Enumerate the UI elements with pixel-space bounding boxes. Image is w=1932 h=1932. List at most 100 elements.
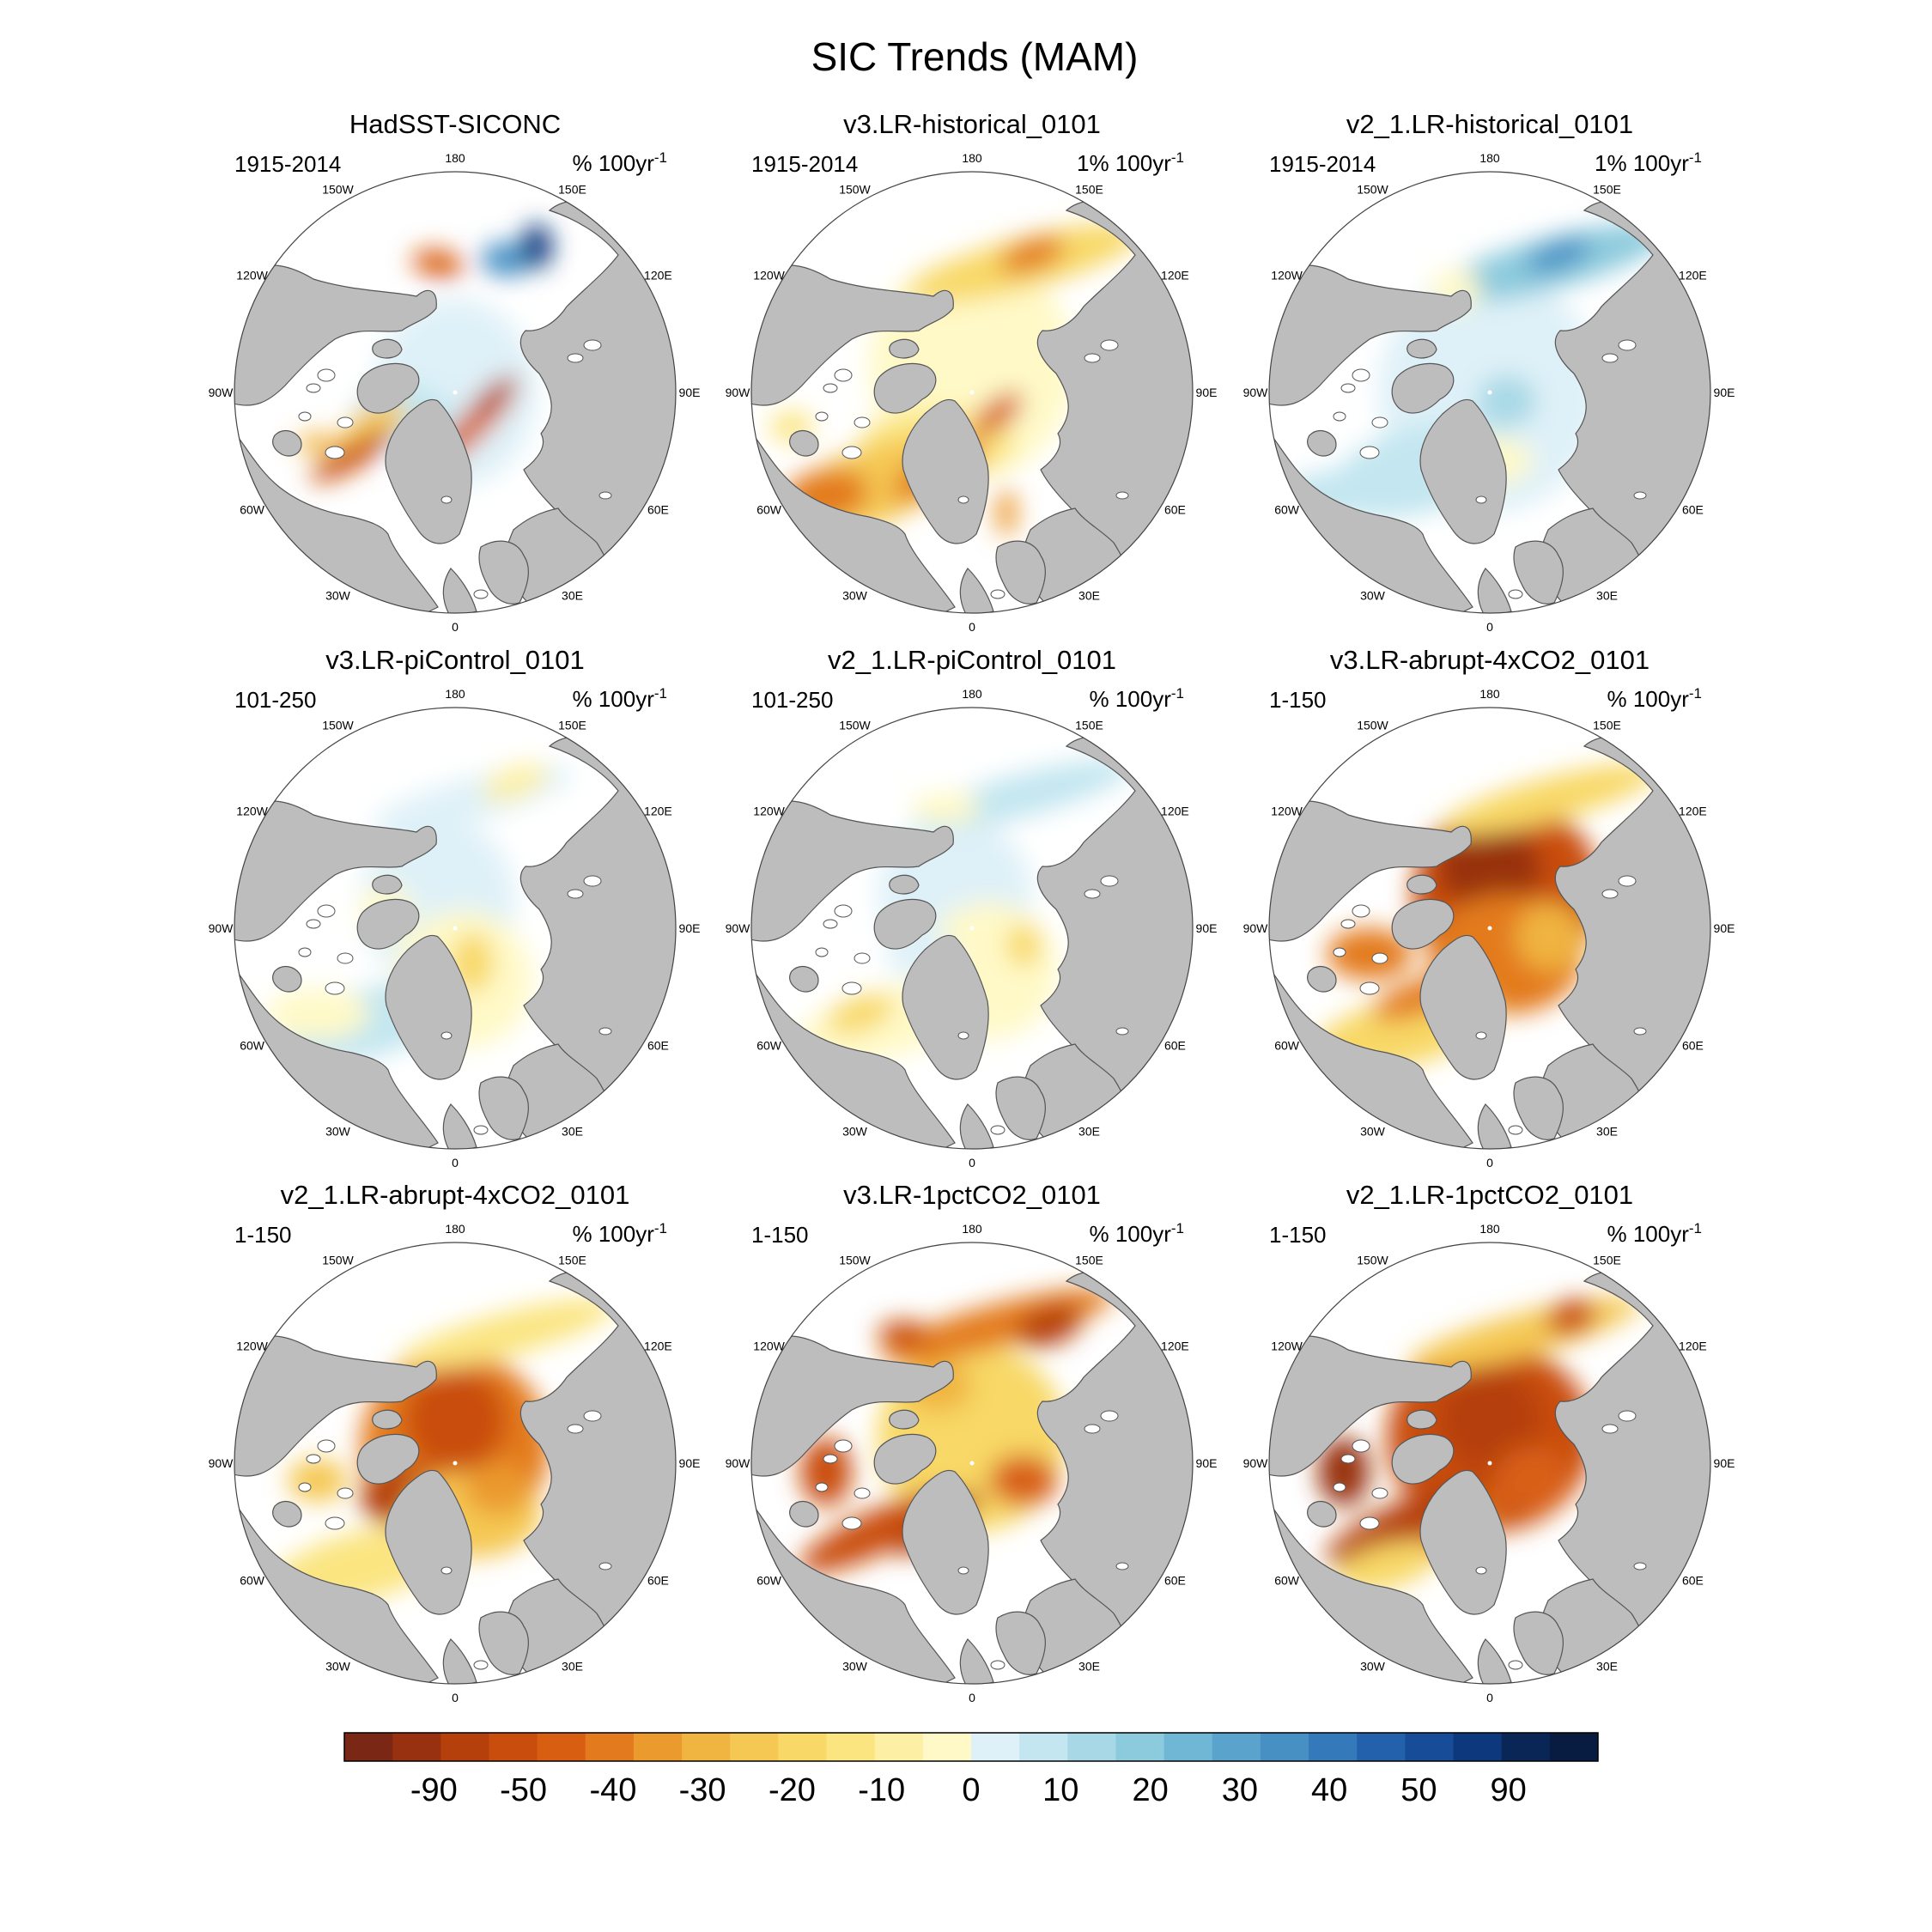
colorbar-tick-label: 40 xyxy=(1311,1772,1347,1808)
map-border xyxy=(750,707,1194,1150)
longitude-label: 60W xyxy=(756,503,782,517)
colorbar-swatch xyxy=(1309,1733,1358,1761)
longitude-label: 60E xyxy=(1682,1039,1704,1053)
longitude-label: 120W xyxy=(753,269,785,283)
panel-period: 1-150 xyxy=(751,1222,809,1248)
longitude-label: 120E xyxy=(644,269,672,283)
colorbar-tick-label: -10 xyxy=(858,1772,905,1808)
panel-period: 1-150 xyxy=(1269,687,1327,713)
longitude-label: 180 xyxy=(1479,1222,1500,1236)
longitude-label: 150E xyxy=(558,1254,586,1267)
longitude-label: 180 xyxy=(962,687,982,701)
colorbar-swatch xyxy=(682,1733,731,1761)
panel-unit: 1% 100yr-1 xyxy=(1595,149,1702,176)
colorbar-swatch xyxy=(392,1733,441,1761)
land-mask xyxy=(1269,736,1710,1149)
longitude-label: 60E xyxy=(647,503,669,517)
colorbar-tick-label: 10 xyxy=(1042,1772,1078,1808)
longitude-label: 0 xyxy=(452,620,459,634)
longitude-label: 30E xyxy=(562,588,583,602)
longitude-label: 60E xyxy=(647,1574,669,1588)
panel-unit: % 100yr-1 xyxy=(572,1220,667,1247)
colorbar-tick-label: -40 xyxy=(589,1772,636,1808)
colorbar-swatch xyxy=(778,1733,828,1761)
panel-period: 101-250 xyxy=(234,687,316,713)
map-panel: 180 150E 120E 90E 60E 30E 0 30W 60W 90W 120W 150W v3… xyxy=(726,1180,1218,1704)
longitude-label: 60W xyxy=(1274,503,1300,517)
longitude-label: 120E xyxy=(1679,269,1707,283)
longitude-label: 90W xyxy=(726,386,751,399)
longitude-label: 180 xyxy=(445,151,465,165)
longitude-label: 180 xyxy=(1479,687,1500,701)
longitude-label: 120W xyxy=(236,269,268,283)
map-panel: 180 150E 120E 90E 60E 30E 0 30W 60W 90W 120W 150W v3… xyxy=(209,645,701,1170)
land-mask xyxy=(751,736,1193,1149)
colorbar-swatch xyxy=(730,1733,779,1761)
longitude-label: 90W xyxy=(209,921,234,935)
longitude-label: 90W xyxy=(1243,1456,1269,1470)
panel-unit: % 100yr-1 xyxy=(1607,1220,1702,1247)
longitude-label: 120E xyxy=(644,805,672,818)
colorbar-tick-label: -20 xyxy=(769,1772,816,1808)
panel-title: v2_1.LR-historical_0101 xyxy=(1346,109,1633,139)
colorbar-tick-label: 90 xyxy=(1491,1772,1527,1808)
panel-title: HadSST-SICONC xyxy=(349,109,561,139)
longitude-label: 150E xyxy=(1593,1254,1621,1267)
map-border xyxy=(234,707,677,1150)
colorbar-tick-label: 20 xyxy=(1132,1772,1168,1808)
colorbar-swatch xyxy=(585,1733,635,1761)
longitude-label: 60E xyxy=(1164,1574,1186,1588)
map-border xyxy=(1268,171,1711,614)
colorbar-swatch xyxy=(633,1733,683,1761)
longitude-label: 30E xyxy=(1078,1124,1100,1138)
panel-unit: 1% 100yr-1 xyxy=(1077,149,1184,176)
colorbar-swatch xyxy=(1212,1733,1261,1761)
longitude-label: 60E xyxy=(1164,1039,1186,1053)
map-panel: 180 150E 120E 90E 60E 30E 0 30W 60W 90W 120W 150W Ha… xyxy=(209,109,701,634)
longitude-label: 0 xyxy=(1486,620,1493,634)
panel-period: 1-150 xyxy=(234,1222,292,1248)
longitude-label: 30W xyxy=(1360,1124,1386,1138)
longitude-label: 60W xyxy=(1274,1574,1300,1588)
map-panel: 180 150E 120E 90E 60E 30E 0 30W 60W 90W 120W 150W v2… xyxy=(726,645,1218,1170)
longitude-label: 150W xyxy=(1357,719,1388,732)
longitude-label: 150W xyxy=(1357,1254,1388,1267)
longitude-label: 150E xyxy=(1075,183,1103,197)
colorbar-swatch xyxy=(874,1733,924,1761)
longitude-label: 120E xyxy=(644,1340,672,1353)
panel-unit: % 100yr-1 xyxy=(1089,1220,1184,1247)
land-mask xyxy=(234,1271,676,1684)
longitude-label: 90W xyxy=(209,386,234,399)
map-panels: 180 150E 120E 90E 60E 30E 0 30W 60W 90W 120W 150W Ha… xyxy=(209,109,1735,1704)
longitude-label: 0 xyxy=(452,1156,459,1170)
colorbar-swatch xyxy=(1163,1733,1213,1761)
colorbar-tick-label: 0 xyxy=(962,1772,980,1808)
longitude-label: 120W xyxy=(1271,1340,1303,1353)
longitude-label: 120W xyxy=(753,805,785,818)
colorbar-swatch xyxy=(1019,1733,1068,1761)
map-panel: 180 150E 120E 90E 60E 30E 0 30W 60W 90W 120W 150W v2… xyxy=(209,1180,701,1704)
colorbar-swatch xyxy=(440,1733,489,1761)
map-border xyxy=(234,171,677,614)
longitude-label: 90W xyxy=(726,921,751,935)
map-border xyxy=(750,1242,1194,1685)
colorbar-tick-label: 30 xyxy=(1222,1772,1258,1808)
longitude-label: 90E xyxy=(1714,386,1735,399)
colorbar-tick-label: 50 xyxy=(1400,1772,1437,1808)
longitude-label: 90E xyxy=(679,1456,701,1470)
longitude-label: 60W xyxy=(1274,1039,1300,1053)
longitude-label: 180 xyxy=(962,1222,982,1236)
longitude-label: 60W xyxy=(756,1039,782,1053)
colorbar-swatch xyxy=(537,1733,586,1761)
longitude-label: 60E xyxy=(1164,503,1186,517)
longitude-label: 180 xyxy=(962,151,982,165)
colorbar-swatch xyxy=(922,1733,972,1761)
main-title: SIC Trends (MAM) xyxy=(811,34,1139,79)
longitude-label: 30W xyxy=(842,588,868,602)
longitude-label: 30W xyxy=(842,1659,868,1673)
longitude-label: 30W xyxy=(325,588,351,602)
longitude-label: 30E xyxy=(1078,1659,1100,1673)
longitude-label: 120W xyxy=(236,1340,268,1353)
longitude-label: 0 xyxy=(969,1156,975,1170)
longitude-label: 30E xyxy=(1078,588,1100,602)
